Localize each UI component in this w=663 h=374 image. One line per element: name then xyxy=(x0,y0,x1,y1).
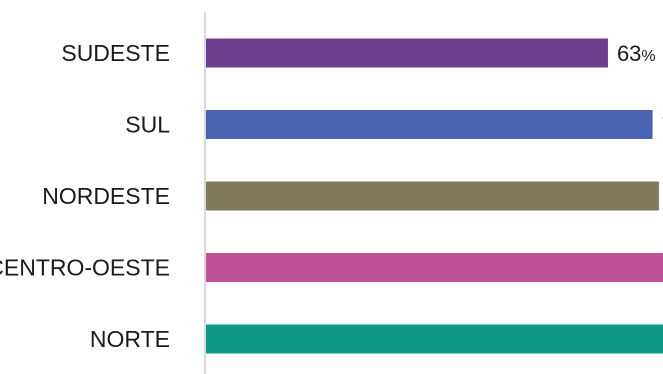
category-label: CENTRO-OESTE xyxy=(0,255,170,281)
value-label: 63% xyxy=(617,41,656,66)
percent-sign: % xyxy=(641,48,655,65)
bar-sul xyxy=(206,110,653,139)
category-label: NORTE xyxy=(90,326,170,352)
category-label: SUL xyxy=(125,112,170,138)
bar-nordeste xyxy=(206,181,659,211)
bar-centro-oeste xyxy=(206,253,663,282)
bars-layer xyxy=(206,38,663,354)
value-label: 70% xyxy=(662,113,663,138)
bar-sudeste xyxy=(206,38,608,68)
bar-norte xyxy=(206,324,663,354)
category-label: SUDESTE xyxy=(61,40,170,66)
category-label: NORDESTE xyxy=(42,183,170,209)
